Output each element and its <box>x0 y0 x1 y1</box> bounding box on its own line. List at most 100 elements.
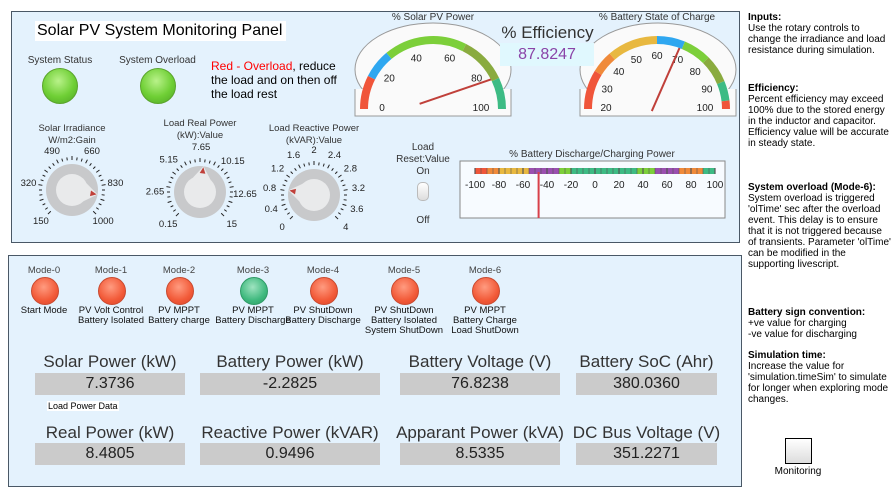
soc_gauge-band <box>609 36 658 60</box>
display-value: 380.0360 <box>576 373 717 395</box>
soc_gauge-band <box>584 70 602 110</box>
soc_gauge-frame-fill <box>580 89 736 116</box>
knob-face <box>298 179 330 211</box>
soc_gauge-tick-label: 90 <box>701 84 713 95</box>
knob-tick <box>223 209 227 212</box>
display-label: Real Power (kW) <box>45 423 175 442</box>
knob-tick <box>80 158 83 162</box>
battery-bar-tick-label: 80 <box>685 180 697 191</box>
knob-tick <box>100 179 104 182</box>
knob-tick <box>334 171 338 175</box>
knob-label: 15 <box>227 219 238 230</box>
toggle-title: Load Reset:Value <box>396 142 450 165</box>
display-label: Battery Power (kW) <box>216 352 364 371</box>
knob-tick <box>166 186 171 188</box>
knob-tick <box>98 203 102 206</box>
soc_gauge-frame-edge <box>579 89 737 117</box>
mode-2-label: Mode-2 <box>162 265 196 276</box>
display-label: Battery Voltage (V) <box>408 352 552 371</box>
battery-bar-tick-label: -80 <box>492 180 507 191</box>
solar_gauge-band <box>386 36 467 59</box>
knob-face <box>56 174 88 206</box>
knob-tick <box>172 171 177 175</box>
soc_gauge-tick-label: 40 <box>613 67 625 78</box>
knob-tick <box>217 165 220 169</box>
knob-tick <box>331 168 334 172</box>
knob-tick <box>220 212 225 217</box>
note-body: Percent efficiency may exceed 100% due t… <box>748 94 889 149</box>
mode-3-lamp <box>240 277 268 305</box>
battery-bar-tick-label: -20 <box>564 180 579 191</box>
battery-bar-band <box>637 168 655 174</box>
display-label: Apparant Power (kVA) <box>396 423 564 442</box>
knob-label: 1.2 <box>271 164 284 175</box>
efficiency-label: % Efficiency <box>501 23 594 42</box>
knob-label: 1.6 <box>287 150 300 161</box>
mode-2-lamp <box>166 277 194 305</box>
note-title: System overload (Mode-6): <box>748 182 876 193</box>
page-title: Solar PV System Monitoring Panel <box>35 21 287 41</box>
knob-tick <box>337 212 341 215</box>
mode-3-description: PV MPPT Battery Discharge <box>215 305 291 326</box>
monitoring-block[interactable] <box>785 438 812 464</box>
knob-tick <box>213 161 216 166</box>
load-reset-toggle[interactable] <box>417 182 429 201</box>
battery-bar-tick-label: -60 <box>516 180 531 191</box>
knob-tick <box>284 208 288 211</box>
knob-tick <box>289 215 294 220</box>
battery-bar-tick-label: 40 <box>637 180 649 191</box>
battery-bar-band <box>499 168 529 174</box>
soc_gauge-tick-label: 30 <box>602 84 614 95</box>
solar_gauge-tick-label: 100 <box>473 103 490 114</box>
knob-tick <box>337 174 342 178</box>
knob-label: 2 <box>311 145 316 156</box>
solar_gauge-frame-fill <box>355 89 511 116</box>
mode-4-lamp <box>310 277 338 305</box>
knob-tick <box>175 212 180 217</box>
knob-tick <box>294 168 297 172</box>
mode-6-description: PV MPPT Battery Charge Load ShutDown <box>451 305 519 336</box>
note-title: Battery sign convention: <box>748 307 866 318</box>
monitoring-block-label: Monitoring <box>774 466 822 477</box>
soc_gauge-tick-label: 80 <box>690 67 702 78</box>
knob-tick <box>282 184 286 187</box>
knob-tick <box>89 163 92 167</box>
soc_gauge-band <box>594 53 615 76</box>
solar_gauge-needle <box>419 78 492 105</box>
solar_gauge-tick-label: 60 <box>444 54 456 65</box>
load-power-data-label: Load Power Data <box>47 401 119 411</box>
knob-label: 320 <box>21 178 37 189</box>
knob-pointer-wedge <box>288 183 303 202</box>
mode-6-lamp <box>472 277 500 305</box>
mode-1-lamp <box>98 277 126 305</box>
knob-tick <box>340 208 344 211</box>
mode-6-label: Mode-6 <box>468 265 502 276</box>
knob-1[interactable]: Load Real Power(kW):Value 0.15 2.65 5.15 7.6… <box>146 118 257 230</box>
knob-tick <box>39 198 44 201</box>
knob-tick <box>228 181 232 184</box>
knob-tick <box>47 210 52 215</box>
display-value: 8.4805 <box>35 443 185 465</box>
knob-label: 3.6 <box>350 204 363 215</box>
toggle-on-label: On <box>416 166 430 177</box>
knob-tick <box>184 161 187 166</box>
knob-tick <box>342 184 346 187</box>
note-2: System overload (Mode-6): System overload… <box>748 182 893 270</box>
knob-pointer-wedge <box>83 183 98 202</box>
knob-tick <box>327 164 330 169</box>
knob-tick <box>322 163 325 167</box>
knob-tick <box>170 205 174 208</box>
knob-label: 0 <box>280 222 285 233</box>
knob-title: (kVAR):Value <box>286 135 342 146</box>
soc_gauge-tick-label: 20 <box>600 103 612 114</box>
knob-title: W/m2:Gain <box>48 135 96 146</box>
knob-tick <box>38 184 43 186</box>
knob-tick <box>52 163 55 167</box>
soc_gauge-tick-label: 70 <box>672 55 684 66</box>
note-body: Use the rotary controls to change the ir… <box>748 23 886 56</box>
knob-2[interactable]: Load Reactive Power(kVAR):Value 00.4 0.8 1.… <box>263 123 365 233</box>
display-value: -2.2825 <box>200 373 380 395</box>
note-3: Battery sign convention: +ve value for ch… <box>748 307 893 340</box>
